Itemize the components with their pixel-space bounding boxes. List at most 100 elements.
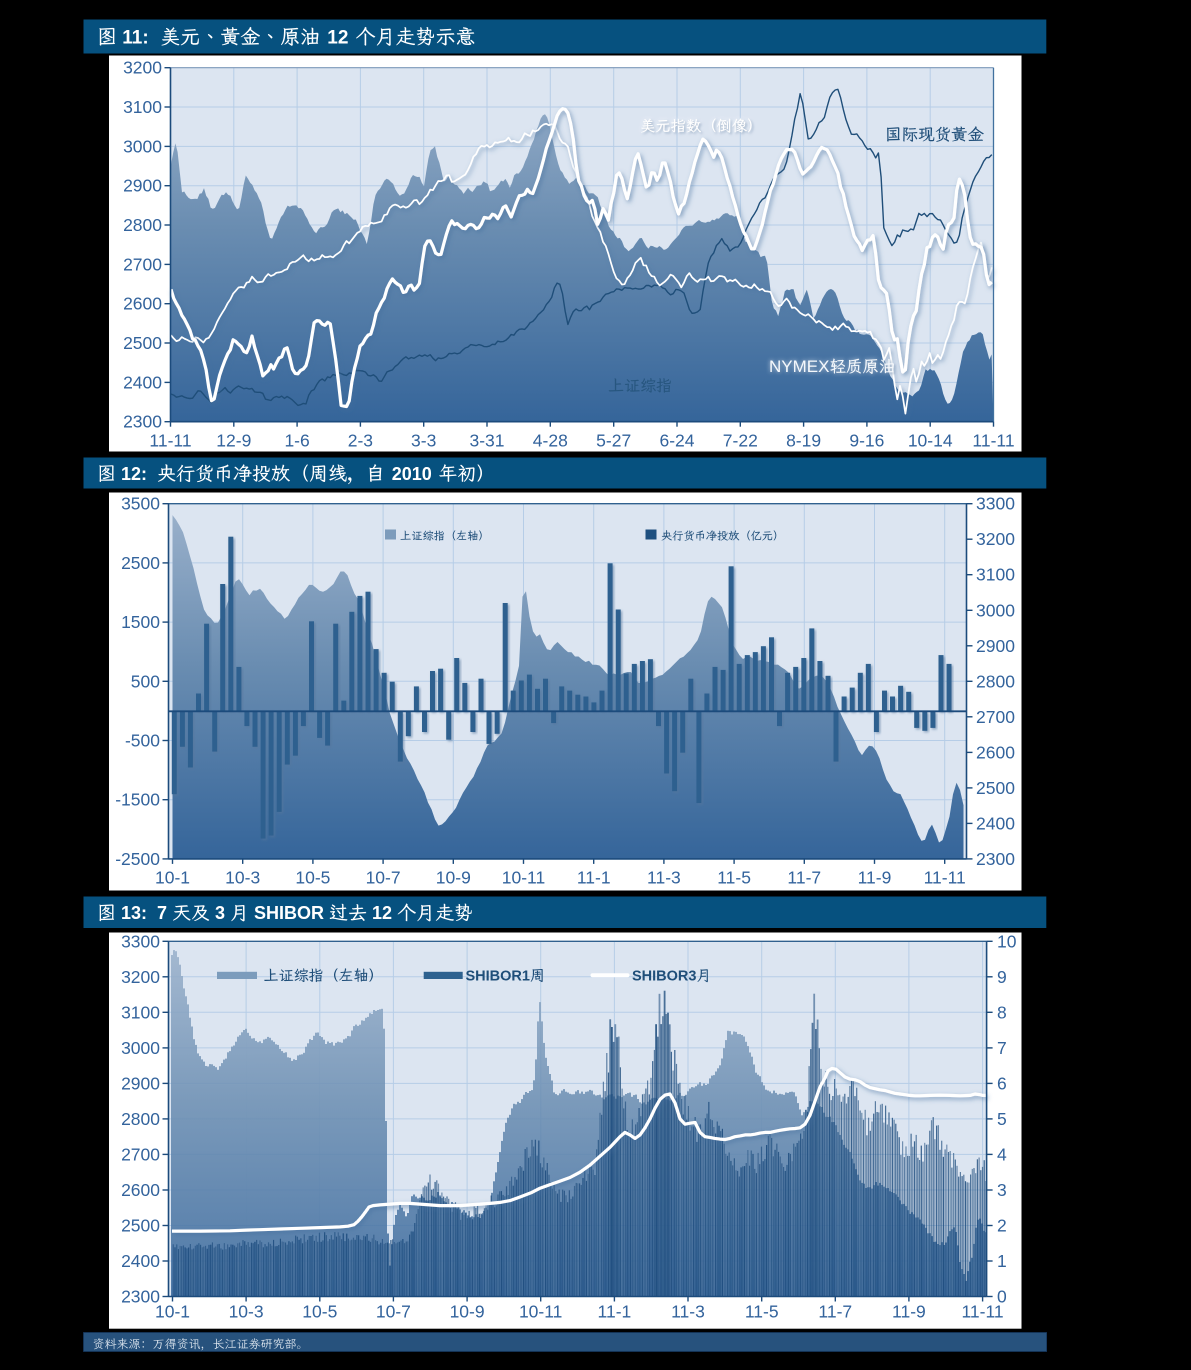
svg-text:11-11: 11-11	[962, 1302, 1004, 1322]
svg-text:2800: 2800	[121, 1109, 160, 1129]
svg-text:11-11: 11-11	[924, 868, 966, 888]
svg-text:10-1: 10-1	[155, 1302, 190, 1322]
svg-text:4-28: 4-28	[533, 431, 568, 451]
svg-text:13: 7: 13: 7	[116, 903, 172, 923]
svg-text:2600: 2600	[121, 1180, 160, 1200]
svg-text:11-11: 11-11	[149, 431, 191, 451]
svg-text:2300: 2300	[121, 1287, 160, 1307]
svg-text:3000: 3000	[121, 1038, 160, 1058]
svg-text:1-6: 1-6	[284, 431, 309, 451]
svg-text:10: 10	[997, 931, 1017, 951]
svg-text:2: 2	[997, 1216, 1007, 1236]
svg-text:9-16: 9-16	[849, 431, 884, 451]
svg-text:11-11: 11-11	[972, 431, 1014, 451]
svg-text:6: 6	[997, 1073, 1007, 1093]
svg-text:11-5: 11-5	[745, 1302, 779, 1322]
svg-text:11-3: 11-3	[647, 868, 681, 888]
svg-text:10-5: 10-5	[302, 1302, 337, 1322]
svg-text:3000: 3000	[123, 136, 162, 156]
svg-text:11-9: 11-9	[858, 868, 892, 888]
svg-text:12: 12	[367, 903, 397, 923]
svg-text:3-3: 3-3	[411, 431, 436, 451]
svg-text:11-7: 11-7	[787, 868, 821, 888]
svg-text:-2500: -2500	[115, 849, 160, 869]
svg-text:2400: 2400	[123, 372, 162, 392]
svg-text:8-19: 8-19	[786, 431, 821, 451]
svg-text:-1500: -1500	[115, 790, 160, 810]
svg-text:10-3: 10-3	[225, 868, 260, 888]
svg-text:2500: 2500	[123, 333, 162, 353]
svg-text:2800: 2800	[123, 215, 162, 235]
svg-text:3: 3	[210, 903, 230, 923]
svg-text:10-11: 10-11	[502, 868, 545, 888]
svg-text:3100: 3100	[123, 97, 162, 117]
svg-text:1500: 1500	[121, 612, 160, 632]
svg-text:NYMEX: NYMEX	[769, 357, 829, 376]
svg-text:10-9: 10-9	[450, 1302, 485, 1322]
svg-text:2600: 2600	[976, 742, 1015, 762]
svg-text:7: 7	[997, 1038, 1007, 1058]
svg-text:9: 9	[997, 967, 1007, 987]
svg-text:2900: 2900	[121, 1073, 160, 1093]
svg-text:2700: 2700	[121, 1144, 160, 1164]
svg-text:2800: 2800	[976, 671, 1015, 691]
svg-text:2010: 2010	[392, 464, 432, 484]
svg-text:3200: 3200	[976, 529, 1015, 549]
svg-text:2700: 2700	[123, 254, 162, 274]
svg-text:2500: 2500	[121, 1216, 160, 1236]
svg-text:11-3: 11-3	[671, 1302, 705, 1322]
svg-text:500: 500	[131, 671, 160, 691]
svg-text:-500: -500	[125, 731, 160, 751]
svg-text:2300: 2300	[123, 412, 162, 432]
svg-text:10-7: 10-7	[366, 868, 401, 888]
svg-text:10-7: 10-7	[376, 1302, 411, 1322]
svg-text:11-1: 11-1	[598, 1302, 632, 1322]
svg-text:11-9: 11-9	[892, 1302, 926, 1322]
svg-text:3500: 3500	[121, 494, 160, 514]
svg-text:2500: 2500	[121, 553, 160, 573]
svg-text:11-1: 11-1	[577, 868, 611, 888]
svg-text:10-5: 10-5	[295, 868, 330, 888]
svg-text:3-31: 3-31	[469, 431, 504, 451]
svg-text:10-3: 10-3	[229, 1302, 264, 1322]
svg-text:2300: 2300	[976, 849, 1015, 869]
svg-text:11:: 11:	[117, 28, 159, 49]
svg-text:8: 8	[997, 1002, 1007, 1022]
svg-text:10-11: 10-11	[519, 1302, 562, 1322]
svg-text:2-3: 2-3	[348, 431, 373, 451]
svg-text:12:: 12:	[116, 464, 157, 484]
svg-text:0: 0	[997, 1287, 1007, 1307]
svg-text:NYMEX: NYMEX	[769, 357, 829, 376]
svg-text:11-7: 11-7	[818, 1302, 852, 1322]
svg-text:3300: 3300	[121, 931, 160, 951]
svg-text:3200: 3200	[123, 58, 162, 78]
svg-text:3100: 3100	[121, 1002, 160, 1022]
svg-text:12-9: 12-9	[216, 431, 251, 451]
svg-text:3100: 3100	[976, 565, 1015, 585]
svg-text:12: 12	[327, 28, 348, 49]
svg-text:5-27: 5-27	[596, 431, 631, 451]
svg-text:3300: 3300	[976, 494, 1015, 514]
svg-text:2900: 2900	[976, 636, 1015, 656]
svg-text:10-14: 10-14	[908, 431, 953, 451]
svg-text:2600: 2600	[123, 294, 162, 314]
svg-text:3200: 3200	[121, 967, 160, 987]
svg-text:SHIBOR: SHIBOR	[249, 903, 329, 923]
svg-text:2900: 2900	[123, 176, 162, 196]
svg-text:2400: 2400	[976, 813, 1015, 833]
svg-text:1: 1	[997, 1251, 1007, 1271]
svg-text:SHIBOR1: SHIBOR1	[466, 969, 530, 985]
svg-text:11-5: 11-5	[717, 868, 751, 888]
svg-text:2400: 2400	[121, 1251, 160, 1271]
svg-text:5: 5	[997, 1109, 1007, 1129]
svg-text:3000: 3000	[976, 600, 1015, 620]
svg-text:6-24: 6-24	[659, 431, 694, 451]
svg-text:SHIBOR3: SHIBOR3	[632, 969, 696, 985]
svg-text:2500: 2500	[976, 778, 1015, 798]
svg-text:3: 3	[997, 1180, 1007, 1200]
svg-text:2700: 2700	[976, 707, 1015, 727]
svg-text:10-9: 10-9	[436, 868, 471, 888]
svg-text:10-1: 10-1	[155, 868, 190, 888]
svg-text:7-22: 7-22	[723, 431, 758, 451]
svg-text:4: 4	[997, 1144, 1007, 1164]
